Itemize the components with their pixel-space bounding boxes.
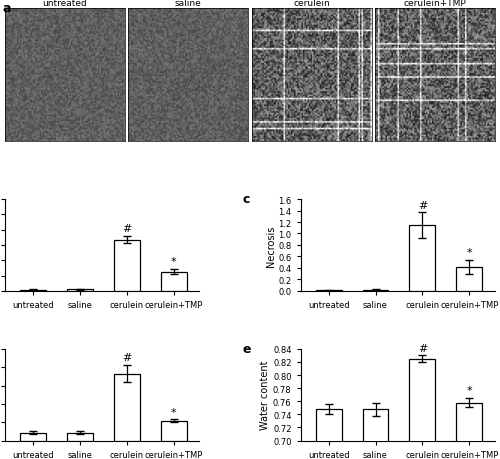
- Text: #: #: [418, 343, 427, 353]
- Title: cerulein+TMP: cerulein+TMP: [404, 0, 466, 8]
- Bar: [67, 290, 93, 291]
- Text: e: e: [242, 342, 250, 355]
- Text: *: *: [466, 386, 472, 395]
- Bar: [362, 290, 388, 291]
- Text: *: *: [171, 257, 176, 267]
- Bar: [410, 225, 436, 291]
- Bar: [114, 240, 140, 291]
- Text: a: a: [2, 2, 11, 15]
- Title: untreated: untreated: [42, 0, 88, 8]
- Text: c: c: [242, 192, 250, 205]
- Text: #: #: [122, 224, 132, 234]
- Bar: [316, 409, 342, 459]
- Bar: [114, 374, 140, 441]
- Bar: [161, 272, 186, 291]
- Y-axis label: Necrosis: Necrosis: [266, 225, 276, 266]
- Bar: [410, 359, 436, 459]
- Bar: [161, 421, 186, 441]
- Bar: [456, 267, 482, 291]
- Text: *: *: [466, 247, 472, 257]
- Title: saline: saline: [175, 0, 202, 8]
- Bar: [20, 290, 46, 291]
- Bar: [20, 433, 46, 441]
- Text: *: *: [171, 407, 176, 417]
- Text: #: #: [418, 200, 427, 210]
- Title: cerulein: cerulein: [294, 0, 330, 8]
- Bar: [362, 409, 388, 459]
- Y-axis label: Water content: Water content: [260, 360, 270, 430]
- Bar: [456, 403, 482, 459]
- Bar: [67, 433, 93, 441]
- Text: #: #: [122, 353, 132, 363]
